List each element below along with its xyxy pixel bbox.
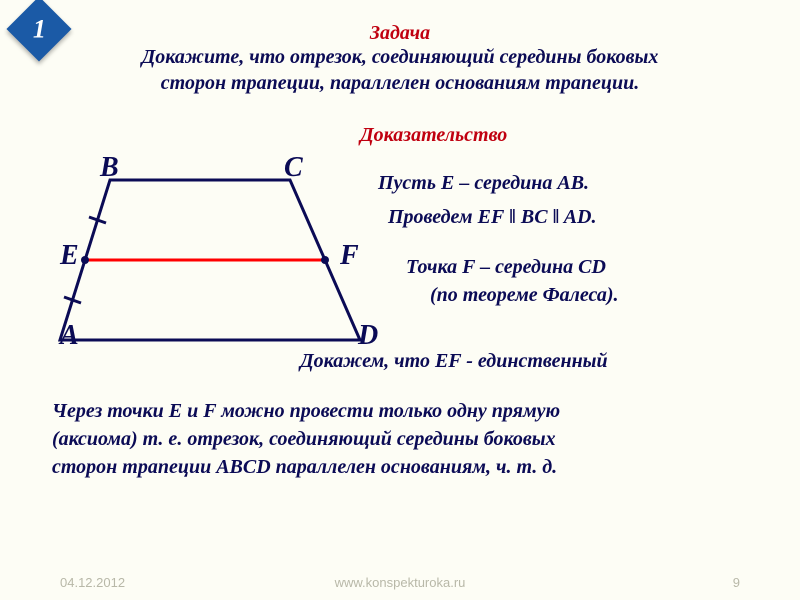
footer-url: www.konspekturoka.ru <box>335 575 466 590</box>
proof-line-3: Точка F – середина CD <box>406 256 606 279</box>
proof-line-4: (по теореме Фалеса). <box>430 284 619 307</box>
proof-header: Доказательство <box>360 124 507 147</box>
problem-line-1: Докажите, что отрезок, соединяющий серед… <box>0 46 800 69</box>
task-title: Задача <box>0 22 800 45</box>
label-d: D <box>358 320 378 352</box>
label-f: F <box>340 240 359 272</box>
footer-page: 9 <box>733 575 740 590</box>
label-a: A <box>60 320 79 352</box>
problem-line-2: сторон трапеции, параллелен основаниям т… <box>0 72 800 95</box>
conclusion-line-2: (аксиома) т. е. отрезок, соединяющий сер… <box>52 428 556 451</box>
label-e: E <box>60 240 79 272</box>
point-f-dot <box>321 256 329 264</box>
point-e-dot <box>81 256 89 264</box>
footer-date: 04.12.2012 <box>60 575 125 590</box>
conclusion-line-1: Через точки Е и F можно провести только … <box>52 400 560 423</box>
label-b: В <box>100 152 119 184</box>
conclusion-line-3: сторон трапеции ABCD параллелен основани… <box>52 456 557 479</box>
label-c: С <box>284 152 303 184</box>
